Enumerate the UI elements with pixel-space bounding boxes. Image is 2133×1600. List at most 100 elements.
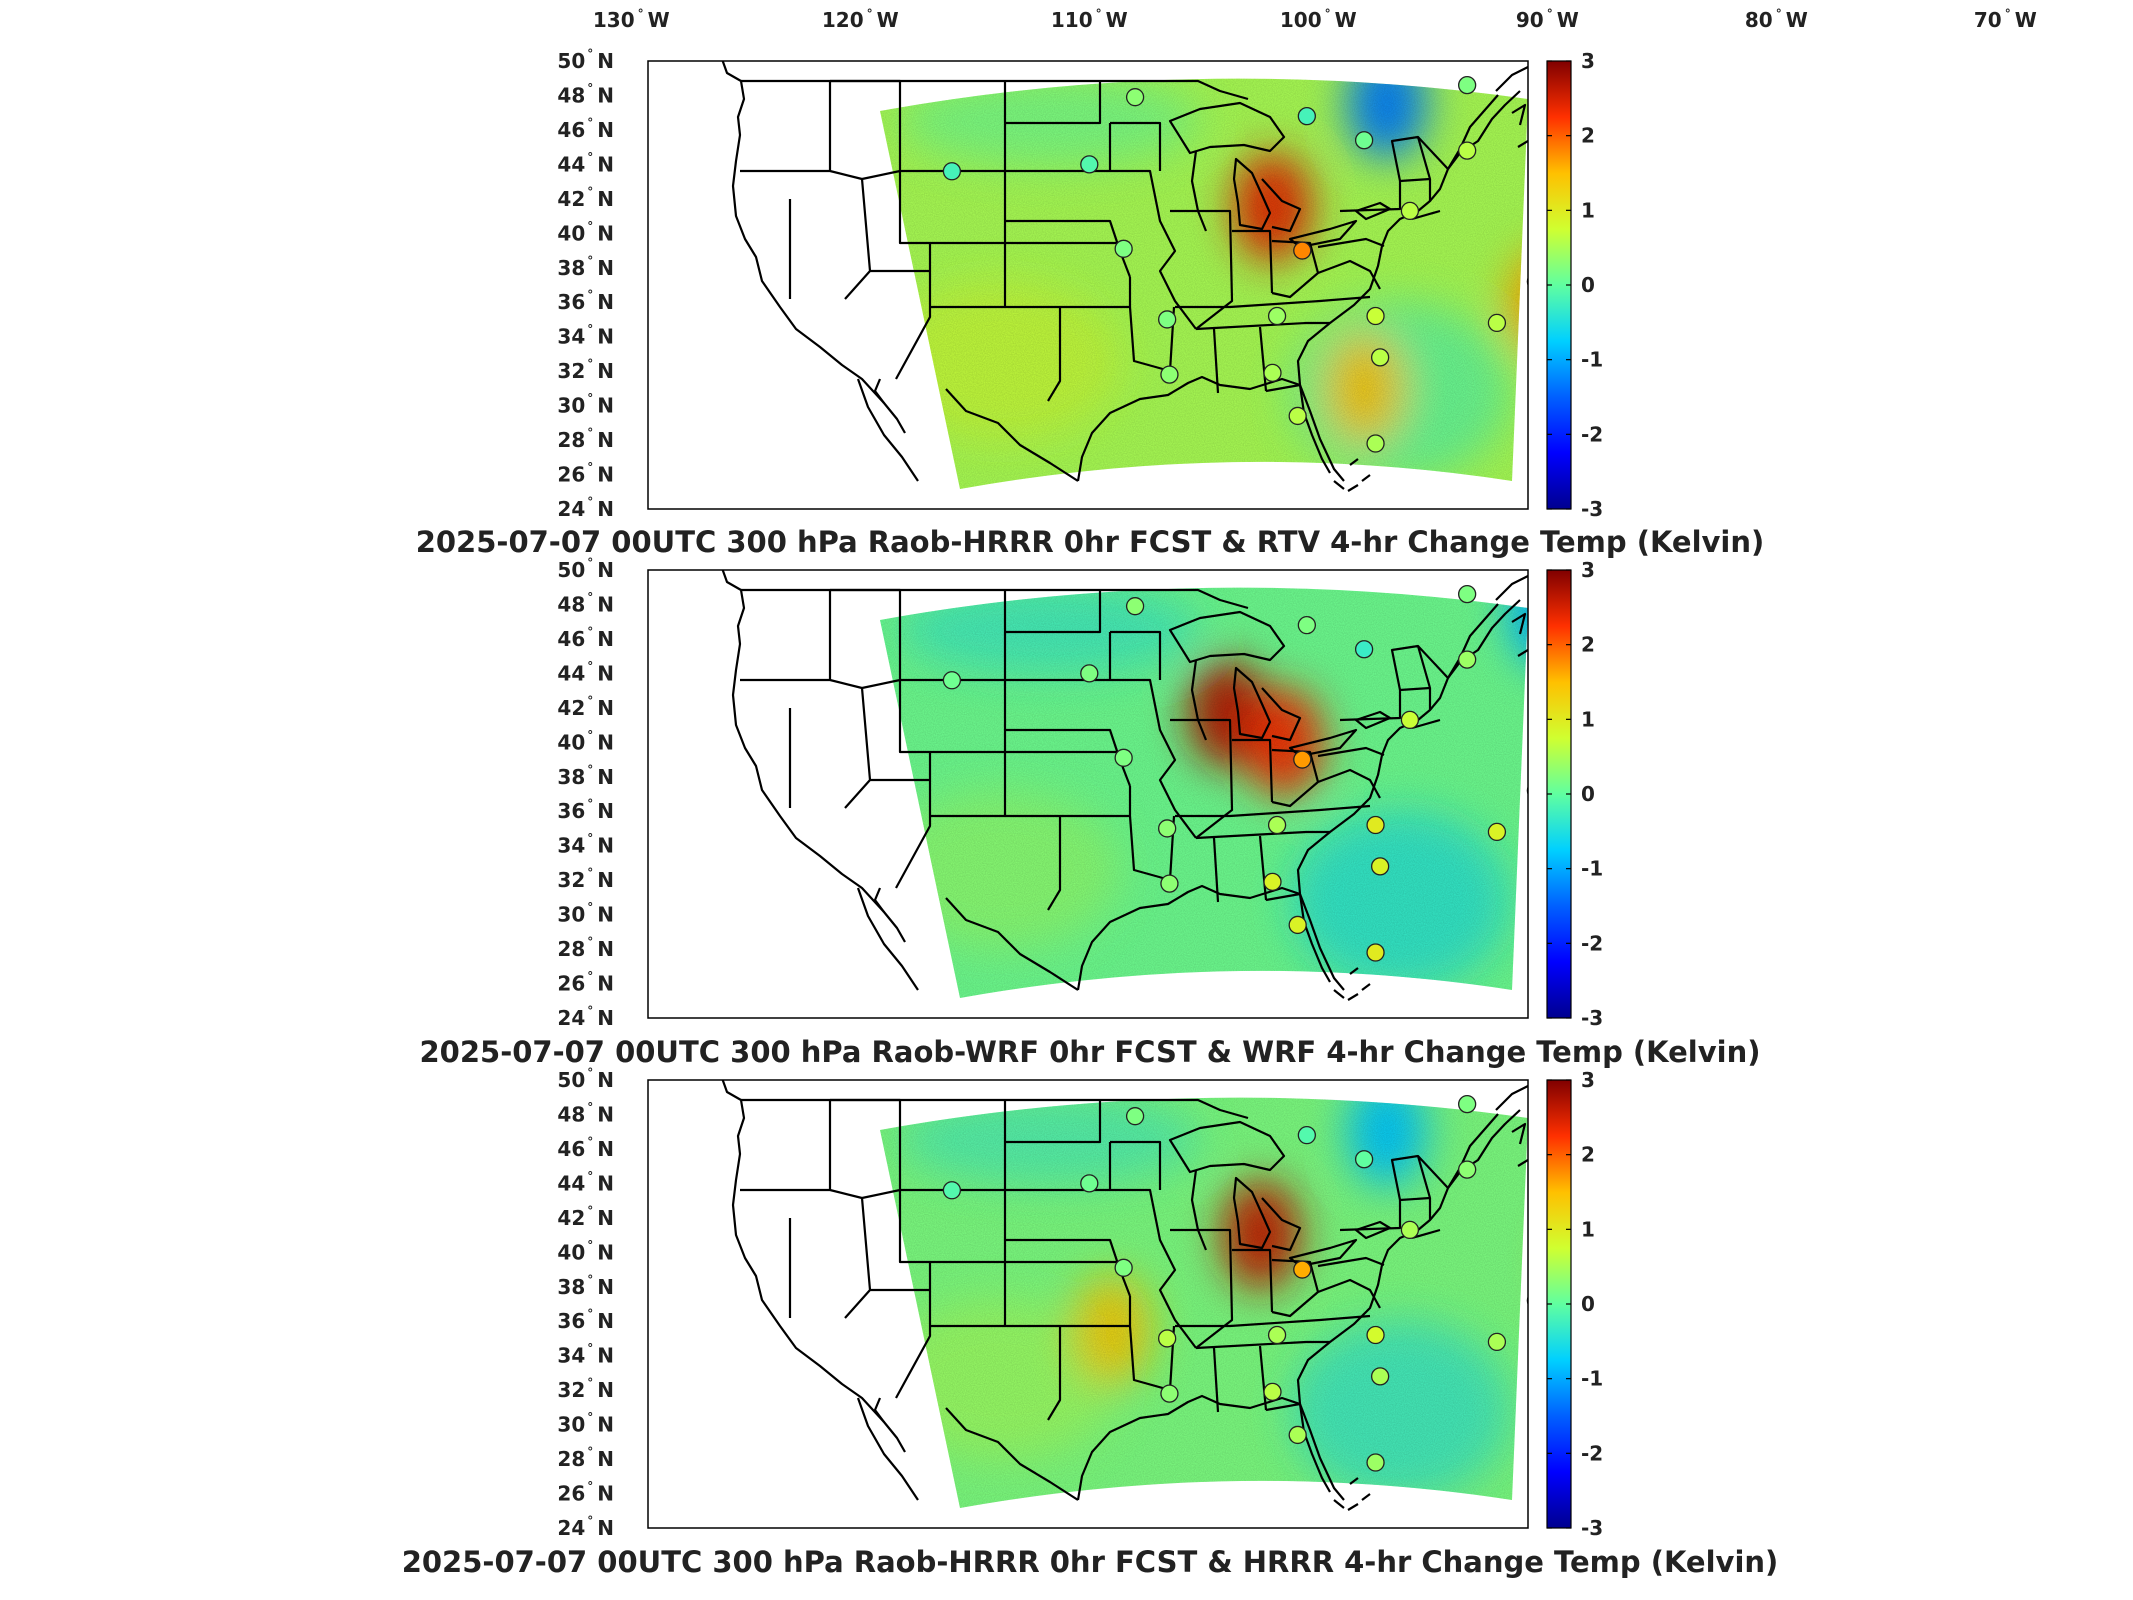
raob-station-marker — [1458, 650, 1477, 669]
raob-station-marker — [1619, 799, 1636, 816]
raob-station-marker — [1487, 313, 1507, 333]
colorbar-tick-label: -1 — [1581, 1367, 1603, 1391]
raob-station-marker — [1263, 1382, 1282, 1402]
raob-station-marker — [1665, 1358, 1682, 1375]
raob-stations — [942, 584, 1865, 963]
colorbar: 3 2 1 0 -1 -2 -3 — [1546, 1068, 1603, 1540]
colorbar-tick-label: -2 — [1581, 1441, 1603, 1465]
raob-station-marker — [1297, 615, 1316, 635]
raob-station-marker — [1630, 1239, 1647, 1256]
raob-station-marker — [1665, 146, 1682, 163]
raob-station-marker — [1354, 640, 1374, 659]
state-and-coast-outlines — [721, 570, 1528, 1001]
raob-station-marker — [1125, 1107, 1145, 1126]
raob-station-marker — [1745, 856, 1762, 873]
latitude-axis: 50 ° N 48 ° N 46 ° N 44 ° N 42 ° N 40 ° N 38 ° N 36 ° N 34 ° N 32 ° N… — [557, 556, 614, 1030]
latitude-tick-label: 34 ° N — [557, 1342, 614, 1368]
colorbar-tick-label: 1 — [1581, 198, 1595, 222]
latitude-tick-label: 50 ° N — [557, 1066, 614, 1092]
raob-station-marker — [1293, 750, 1312, 769]
latitude-tick-label: 24 ° N — [557, 1514, 614, 1540]
colorbar-tick-label: 2 — [1581, 1143, 1595, 1167]
raob-station-marker — [1825, 1263, 1842, 1280]
raob-station-marker — [1160, 365, 1179, 384]
raob-station-marker — [1756, 782, 1773, 799]
raob-station-marker — [1400, 201, 1420, 221]
latitude-tick-label: 42 ° N — [557, 1204, 614, 1230]
longitude-tick-label: 110 ° W — [1051, 7, 1128, 32]
raob-station-marker — [1848, 1182, 1865, 1199]
longitude-tick-label: 100 ° W — [1280, 7, 1357, 32]
latitude-tick-label: 34 ° N — [557, 832, 614, 858]
raob-station-marker — [1125, 597, 1145, 616]
raob-station-marker — [1080, 1174, 1099, 1193]
colorbar: 3 2 1 0 -1 -2 -3 — [1546, 49, 1603, 521]
raob-station-marker — [1665, 339, 1682, 356]
latitude-tick-label: 38 ° N — [557, 254, 614, 280]
colorbar-tick-label: -2 — [1581, 931, 1603, 955]
raob-station-marker — [1487, 822, 1507, 842]
raob-station-marker — [1630, 220, 1647, 237]
raob-station-marker — [1366, 943, 1385, 962]
raob-station-marker — [1713, 946, 1730, 963]
raob-station-marker — [1288, 915, 1307, 935]
raob-station-marker — [1848, 672, 1865, 689]
latitude-tick-label: 30 ° N — [557, 1411, 614, 1437]
raob-station-marker — [1293, 1260, 1312, 1279]
raob-station-marker — [1630, 729, 1647, 746]
raob-station-marker — [1114, 748, 1133, 767]
raob-station-marker — [1293, 241, 1312, 260]
raob-station-marker — [1114, 1258, 1133, 1277]
latitude-tick-label: 30 ° N — [557, 901, 614, 927]
raob-station-marker — [1526, 785, 1528, 796]
latitude-tick-label: 34 ° N — [557, 323, 614, 349]
raob-station-marker — [1848, 163, 1865, 180]
raob-station-marker — [1526, 276, 1528, 287]
map-panel-1: 50 ° N 48 ° N 46 ° N 44 ° N 42 ° N 40 ° N 38 ° N 36 ° N 34 ° N 32 ° N… — [416, 47, 1865, 559]
raob-station-marker — [1756, 273, 1773, 290]
raob-station-marker — [1763, 216, 1780, 233]
longitude-axis: 130 ° W 120 ° W 110 ° W 100 ° W 90 ° W 80 ° W 70 ° W — [593, 7, 2037, 32]
latitude-tick-label: 38 ° N — [557, 763, 614, 789]
raob-station-marker — [1267, 306, 1287, 326]
raob-station-marker — [1458, 1094, 1477, 1114]
latitude-tick-label: 48 ° N — [557, 590, 614, 616]
latitude-tick-label: 48 ° N — [557, 81, 614, 107]
map-area — [721, 61, 1865, 492]
raob-station-marker — [1366, 815, 1385, 835]
hotspot-atlantic-offshore — [1782, 860, 1862, 970]
raob-station-marker — [1297, 1125, 1316, 1145]
state-and-coast-outlines — [721, 61, 1528, 492]
map-panel-2: 50 ° N 48 ° N 46 ° N 44 ° N 42 ° N 40 ° N 38 ° N 36 ° N 34 ° N 32 ° N… — [419, 556, 1865, 1069]
raob-station-marker — [1288, 406, 1307, 426]
map-area — [721, 570, 1865, 1001]
colorbar-tick-label: 3 — [1581, 1068, 1595, 1092]
raob-station-marker — [1297, 106, 1316, 126]
latitude-tick-label: 28 ° N — [557, 1445, 614, 1471]
raob-station-marker — [1114, 239, 1133, 258]
raob-station-marker — [1125, 88, 1145, 107]
panel-title: 2025-07-07 00UTC 300 hPa Raob-HRRR 0hr F… — [416, 525, 1765, 559]
latitude-tick-label: 36 ° N — [557, 1307, 614, 1333]
latitude-tick-label: 24 ° N — [557, 1004, 614, 1030]
latitude-tick-label: 42 ° N — [557, 694, 614, 720]
latitude-tick-label: 46 ° N — [557, 625, 614, 651]
colorbar-tick-label: 1 — [1581, 1217, 1595, 1241]
map-frame — [647, 60, 1529, 510]
latitude-axis: 50 ° N 48 ° N 46 ° N 44 ° N 42 ° N 40 ° N 38 ° N 36 ° N 34 ° N 32 ° N… — [557, 47, 614, 521]
latitude-tick-label: 50 ° N — [557, 47, 614, 73]
state-and-coast-outlines — [721, 1080, 1528, 1511]
longitude-tick-label: 120 ° W — [822, 7, 899, 32]
latitude-axis: 50 ° N 48 ° N 46 ° N 44 ° N 42 ° N 40 ° N 38 ° N 36 ° N 34 ° N 32 ° N… — [557, 1066, 614, 1540]
latitude-tick-label: 32 ° N — [557, 866, 614, 892]
raob-station-marker — [1585, 1166, 1602, 1183]
raob-station-marker — [1370, 348, 1390, 367]
longitude-tick-label: 130 ° W — [593, 7, 670, 32]
latitude-tick-label: 40 ° N — [557, 219, 614, 245]
latitude-tick-label: 42 ° N — [557, 185, 614, 211]
raob-station-marker — [1756, 1292, 1773, 1309]
raob-station-marker — [1669, 899, 1686, 916]
latitude-tick-label: 28 ° N — [557, 426, 614, 452]
raob-station-marker — [1713, 1456, 1730, 1473]
